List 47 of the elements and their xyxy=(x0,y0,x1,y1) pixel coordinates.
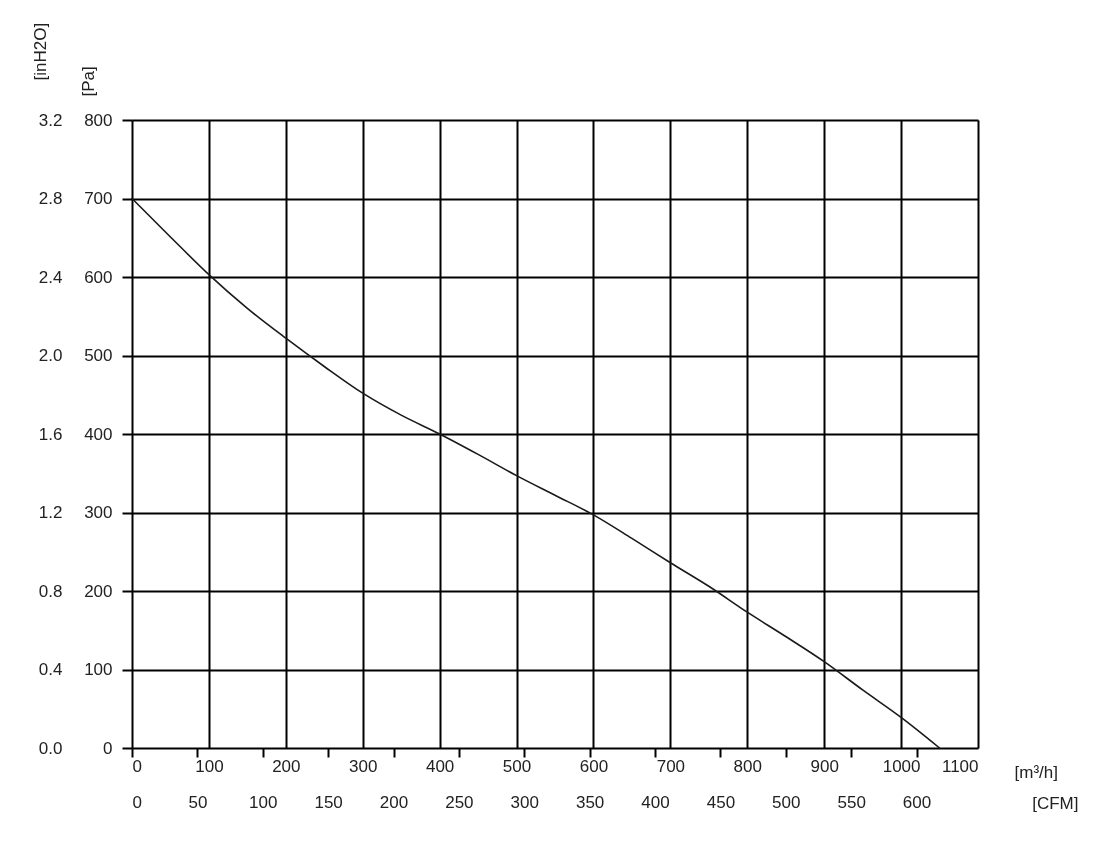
x2-tick-label: 550 xyxy=(837,792,866,812)
x2-tick-label: 150 xyxy=(314,792,343,812)
x-axis-title: [m³/h] xyxy=(1014,762,1058,782)
x2-tick-label: 350 xyxy=(575,792,605,812)
y2-tick-label: 0.0 xyxy=(38,738,63,758)
y2-tick-label: 2.4 xyxy=(38,267,63,287)
y-tick-label: 300 xyxy=(84,503,113,522)
x-tick-label: 300 xyxy=(349,756,378,776)
x-tick-label: 900 xyxy=(810,756,839,776)
x2-axis-title: [CFM] xyxy=(1032,793,1079,813)
x2-tick-label: 400 xyxy=(641,792,670,812)
y-tick-label: 100 xyxy=(84,660,113,679)
y-tick-label: 400 xyxy=(84,424,113,444)
x2-tick-label: 250 xyxy=(445,792,474,812)
y-tick-label: 600 xyxy=(84,267,113,287)
x-tick-label: 400 xyxy=(425,756,455,776)
x-tick-label: 700 xyxy=(656,756,686,776)
x-tick-label: 200 xyxy=(272,756,301,776)
x2-tick-label: 0 xyxy=(132,792,142,812)
x-tick-label: 800 xyxy=(733,756,762,776)
x2-tick-label: 50 xyxy=(188,792,208,812)
x2-tick-label: 450 xyxy=(706,792,736,812)
y-tick-label: 0 xyxy=(103,738,113,758)
y2-tick-label: 2.0 xyxy=(38,346,63,365)
y2-tick-label: 1.6 xyxy=(38,424,63,444)
x2-tick-label: 200 xyxy=(379,792,409,812)
y-axis-title: [Pa] xyxy=(78,66,98,97)
y-tick-label: 800 xyxy=(84,110,113,130)
y2-tick-label: 2.8 xyxy=(38,189,63,208)
y-tick-label: 500 xyxy=(84,346,113,365)
y2-tick-label: 0.4 xyxy=(38,660,63,679)
x-tick-label: 1000 xyxy=(882,756,921,776)
x-tick-label: 500 xyxy=(502,756,532,776)
x2-tick-label: 300 xyxy=(510,792,539,812)
y2-tick-label: 3.2 xyxy=(38,110,63,130)
x2-tick-label: 600 xyxy=(902,792,932,812)
y2-axis-title: [inH2O] xyxy=(30,22,50,81)
x2-tick-label: 500 xyxy=(772,792,801,812)
x-tick-label: 1100 xyxy=(941,756,979,776)
x-tick-label: 600 xyxy=(579,756,609,776)
x-tick-label: 100 xyxy=(195,756,224,776)
x2-tick-label: 100 xyxy=(249,792,278,812)
y2-tick-label: 0.8 xyxy=(38,581,63,601)
y2-tick-label: 1.2 xyxy=(38,503,63,522)
y-tick-label: 700 xyxy=(84,189,113,208)
x-tick-label: 0 xyxy=(132,756,142,776)
y-tick-label: 200 xyxy=(84,581,113,601)
